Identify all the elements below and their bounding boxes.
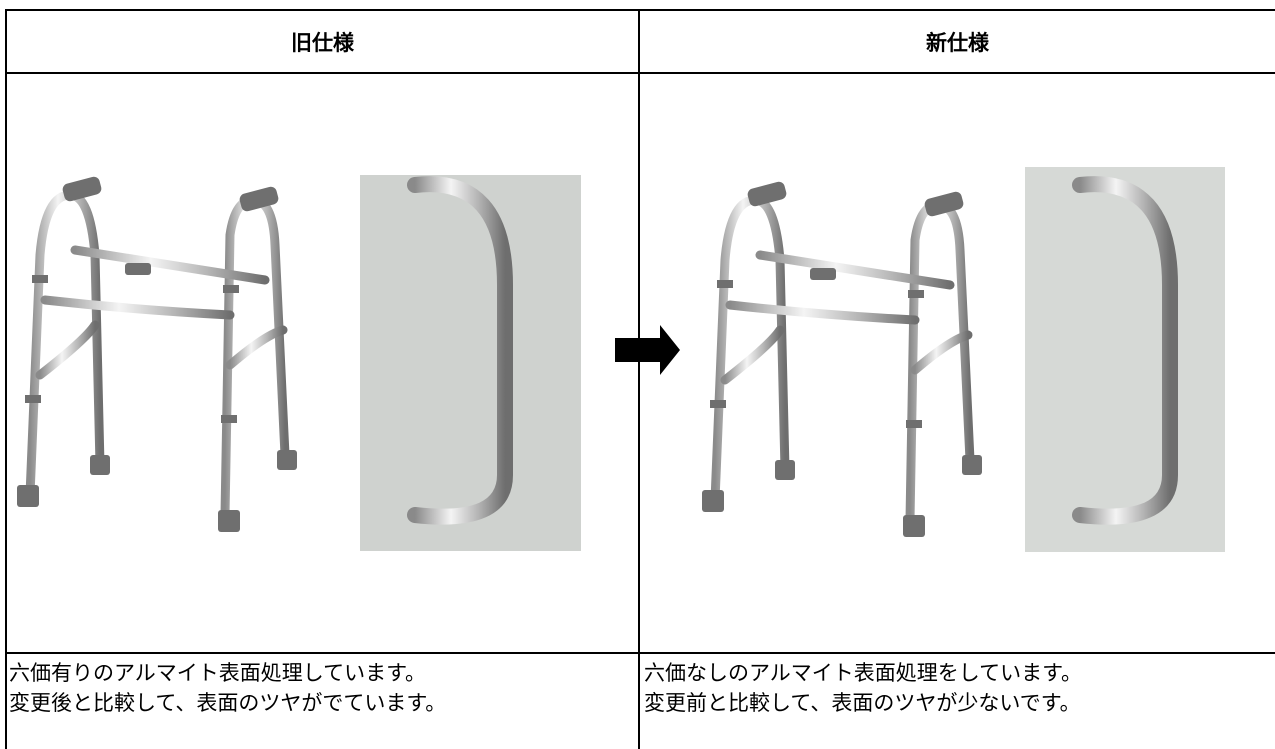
description-cell: 六価有りのアルマイト表面処理しています。 変更後と比較して、表面のツヤがでていま… [5,654,638,749]
description-line: 変更前と比較して、表面のツヤが少ないです。 [644,691,1081,715]
row-divider [5,72,1275,74]
row-divider [5,652,1275,654]
description-line: 変更後と比較して、表面のツヤがでています。 [9,691,447,715]
description-cell: 六価なしのアルマイト表面処理をしています。 変更前と比較して、表面のツヤが少ない… [638,654,1275,749]
photo-background [360,175,581,551]
header-text: 新仕様 [926,31,989,55]
photo-background [1025,167,1225,552]
header-cell: 新仕様 [638,11,1275,73]
column-divider [638,72,640,654]
header-cell: 旧仕様 [5,11,640,73]
table [5,9,1275,749]
description-line: 六価有りのアルマイト表面処理しています。 [9,661,427,685]
header-text: 旧仕様 [291,31,354,55]
arrow [615,325,680,375]
description-line: 六価なしのアルマイト表面処理をしています。 [644,661,1083,685]
